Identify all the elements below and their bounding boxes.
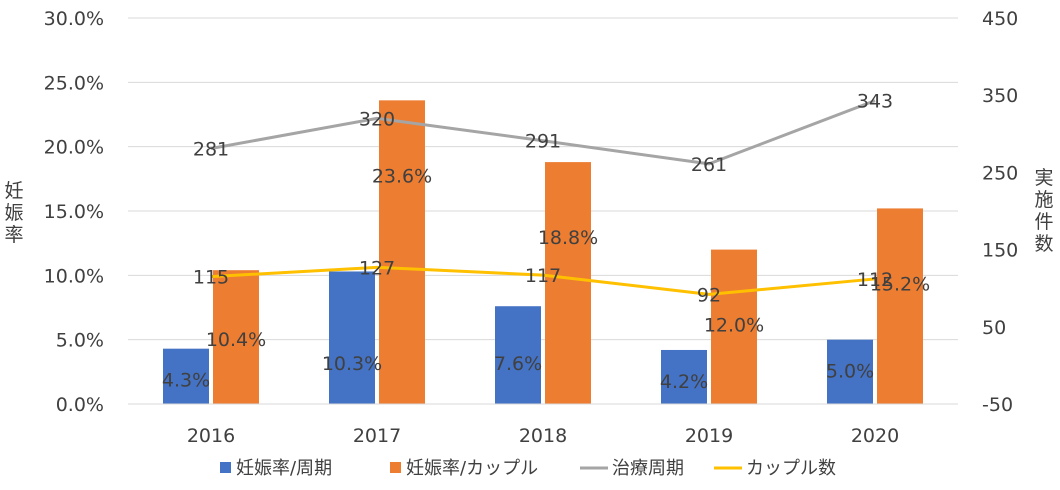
legend-label: 妊娠率/カップル bbox=[406, 458, 538, 479]
legend-swatch bbox=[220, 462, 231, 473]
lines bbox=[210, 99, 876, 296]
y-left-tick-label: 20.0% bbox=[44, 137, 104, 159]
x-tick-label: 2017 bbox=[353, 425, 401, 447]
data-label: 281 bbox=[193, 138, 229, 160]
series-line bbox=[210, 99, 876, 166]
y-left-tick-label: 5.0% bbox=[56, 330, 104, 352]
bar bbox=[163, 348, 209, 404]
x-tick-label: 2018 bbox=[519, 425, 567, 447]
data-label: 291 bbox=[525, 131, 561, 153]
y-right-tick-label: 350 bbox=[982, 85, 1018, 107]
bar bbox=[213, 270, 259, 404]
y-right-axis-title: 実施件数 bbox=[1034, 167, 1053, 255]
y-right-tick-label: -50 bbox=[982, 394, 1013, 416]
legend: 妊娠率/周期 妊娠率/カップル 治療周期 カップル数 bbox=[220, 458, 836, 479]
data-label: 7.6% bbox=[494, 353, 542, 375]
y-left-axis-title: 妊娠率 bbox=[4, 180, 23, 246]
y-right-tick-label: 450 bbox=[982, 8, 1018, 30]
bar bbox=[827, 339, 873, 404]
y-right-tick-label: 250 bbox=[982, 162, 1018, 184]
y-right-tick-label: 50 bbox=[982, 317, 1006, 339]
data-label: 5.0% bbox=[826, 361, 874, 383]
bar bbox=[329, 271, 375, 404]
series-line bbox=[210, 265, 876, 296]
data-label: 115 bbox=[193, 267, 229, 289]
data-label: 92 bbox=[697, 284, 721, 306]
bar bbox=[545, 162, 591, 404]
data-label: 117 bbox=[525, 265, 561, 287]
x-tick-label: 2016 bbox=[187, 425, 235, 447]
data-label: 320 bbox=[359, 108, 395, 130]
data-label: 10.4% bbox=[206, 329, 266, 351]
data-label: 10.3% bbox=[322, 353, 382, 375]
bar bbox=[495, 306, 541, 404]
data-label: 4.2% bbox=[660, 371, 708, 393]
data-label: 343 bbox=[857, 91, 893, 113]
y-left-tick-label: 30.0% bbox=[44, 8, 104, 30]
legend-label: 治療周期 bbox=[612, 458, 684, 479]
legend-swatch bbox=[390, 462, 401, 473]
legend-label: カップル数 bbox=[746, 458, 836, 479]
data-label: 4.3% bbox=[162, 370, 210, 392]
legend-label: 妊娠率/周期 bbox=[236, 458, 332, 479]
y-left-tick-label: 10.0% bbox=[44, 265, 104, 287]
bars bbox=[163, 100, 923, 404]
bar bbox=[379, 100, 425, 404]
axes: 0.0% 5.0% 10.0% 15.0% 20.0% 25.0% 30.0% -50 50 15… bbox=[4, 8, 1053, 447]
bar bbox=[877, 208, 923, 404]
data-label: 12.0% bbox=[704, 315, 764, 337]
data-label: 23.6% bbox=[372, 165, 432, 187]
gridlines bbox=[128, 17, 958, 341]
x-tick-label: 2020 bbox=[851, 425, 899, 447]
x-tick-label: 2019 bbox=[685, 425, 733, 447]
y-left-tick-label: 25.0% bbox=[44, 72, 104, 94]
y-left-tick-label: 15.0% bbox=[44, 201, 104, 223]
y-left-tick-label: 0.0% bbox=[56, 394, 104, 416]
data-label: 15.2% bbox=[870, 273, 930, 295]
bar bbox=[661, 349, 707, 404]
data-label: 112 bbox=[857, 269, 893, 291]
bar bbox=[711, 249, 757, 404]
data-label: 261 bbox=[691, 154, 727, 176]
data-label: 18.8% bbox=[538, 227, 598, 249]
data-labels: 4.3% 10.3% 7.6% 4.2% 5.0% 10.4% 23.6% 18.8% 12.0… bbox=[162, 91, 930, 393]
data-label: 127 bbox=[359, 257, 395, 279]
y-right-tick-label: 150 bbox=[982, 240, 1018, 262]
